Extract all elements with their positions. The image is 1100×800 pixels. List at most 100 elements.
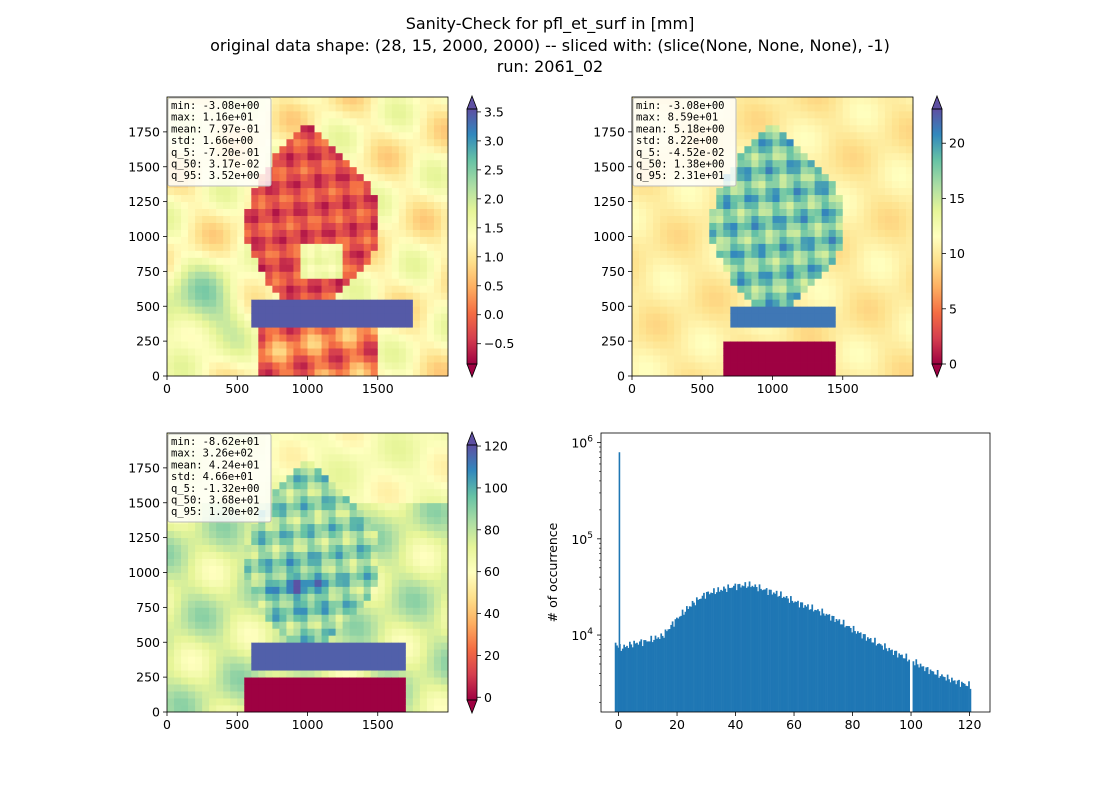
heatmap-cell [391,600,400,608]
heatmap-cell [335,572,344,580]
heatmap-cell [412,285,421,293]
heatmap-cell [440,586,449,594]
heatmap-cell [793,341,802,349]
heatmap-cell [202,285,210,293]
heatmap-cell [842,159,851,168]
heatmap-cell [209,278,217,286]
heatmap-cell [300,453,308,462]
heatmap-cell [363,635,372,643]
heatmap-cell [716,306,724,314]
heatmap-cell [307,488,315,497]
heatmap-cell [258,530,266,539]
heatmap-cell [202,327,210,335]
heatmap-cell [370,670,379,678]
heatmap-cell [370,264,379,272]
heatmap-cell [877,166,886,175]
heatmap-cell [363,362,372,370]
heatmap-cell [723,285,731,293]
heatmap-cell [891,264,900,272]
heatmap-cell [167,271,175,279]
heatmap-cell [370,691,379,699]
heatmap-cell [286,656,294,664]
heatmap-cell [174,320,182,328]
heatmap-cell [202,320,210,328]
heatmap-cell [856,348,865,356]
heatmap-cell [265,593,273,601]
heatmap-cell [251,551,259,559]
heatmap-cell [765,236,773,244]
heatmap-cell [286,264,294,272]
heatmap-cell [751,362,759,370]
heatmap-cell [786,264,794,272]
heatmap-cell [321,166,329,175]
heatmap-cell [856,215,865,223]
heatmap-cell [293,600,301,608]
heatmap-cell [328,488,337,497]
heatmap-cell [384,313,393,321]
heatmap-cell [828,159,837,168]
heatmap-cell [793,138,802,147]
heatmap-cell [279,131,287,140]
y-tick-label: 1500 [593,159,625,174]
heatmap-cell [660,236,668,244]
heatmap-cell [223,684,231,692]
heatmap-cell [751,334,759,342]
heatmap-cell [293,117,301,126]
heatmap-cell [772,97,780,105]
heatmap-cell [800,292,809,300]
heatmap-cell [230,355,238,363]
heatmap-cell [363,348,372,356]
heatmap-cell [898,341,907,349]
heatmap-cell [363,544,372,552]
heatmap-cell [272,355,280,363]
heatmap-cell [870,341,879,349]
heatmap-cell [349,201,358,210]
heatmap-cell [223,663,231,671]
heatmap-cell [405,663,414,671]
heatmap-cell [349,698,358,706]
heatmap-cell [258,292,266,300]
heatmap-cell [377,362,386,370]
heatmap-cell [300,194,308,203]
heatmap-cell [244,215,252,223]
heatmap-cell [328,131,337,140]
heatmap-cell [779,257,787,265]
heatmap-cell [765,257,773,265]
heatmap-cell [258,208,266,216]
heatmap-cell [216,677,224,685]
heatmap-cell [744,306,752,314]
heatmap-cell [363,222,372,230]
heatmap-cell [286,453,294,462]
heatmap-cell [370,481,379,490]
heatmap-cell [342,495,351,504]
heatmap-cell [265,663,273,671]
heatmap-cell [363,320,372,328]
heatmap-cell [202,236,210,244]
heatmap-cell [251,369,259,377]
heatmap-cell [174,264,182,272]
histogram-bar [614,642,617,712]
heatmap-cell [391,453,400,462]
heatmap-cell [863,271,872,279]
heatmap-cell [772,201,780,210]
heatmap-cell [314,600,322,608]
heatmap-cell [384,103,393,112]
heatmap-cell [412,159,421,168]
heatmap-cell [307,572,315,580]
heatmap-cell [856,257,865,265]
heatmap-cell [779,187,787,196]
heatmap-cell [174,278,182,286]
heatmap-cell [188,208,196,216]
heatmap-cell [758,299,766,307]
heatmap-cell [384,460,393,469]
heatmap-cell [695,271,703,279]
heatmap-cell [356,551,365,559]
heatmap-cell [349,243,358,251]
heatmap-cell [870,166,879,175]
heatmap-cell [835,355,844,363]
heatmap-cell [800,285,809,293]
heatmap-cell [272,285,280,293]
heatmap-cell [419,236,428,244]
heatmap-cell [681,299,689,307]
